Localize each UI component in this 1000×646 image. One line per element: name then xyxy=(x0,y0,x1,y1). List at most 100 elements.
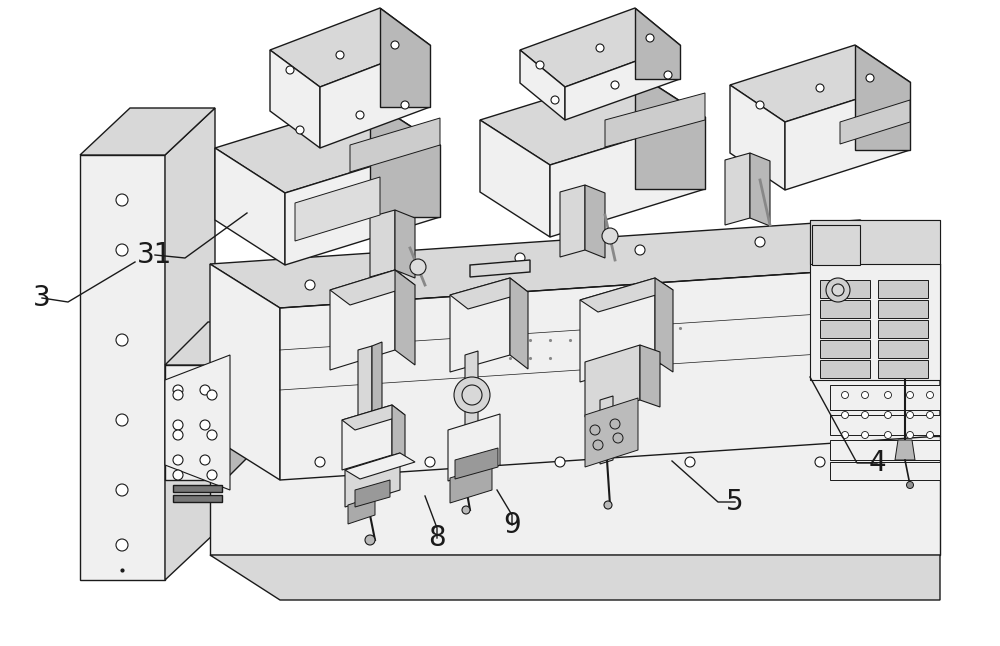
Circle shape xyxy=(613,433,623,443)
Polygon shape xyxy=(448,414,500,481)
Circle shape xyxy=(116,414,128,426)
Polygon shape xyxy=(225,322,268,480)
Circle shape xyxy=(604,501,612,509)
Circle shape xyxy=(173,455,183,465)
Polygon shape xyxy=(330,270,415,305)
Circle shape xyxy=(926,432,934,439)
Circle shape xyxy=(200,420,210,430)
Polygon shape xyxy=(550,117,705,237)
Polygon shape xyxy=(878,300,928,318)
Polygon shape xyxy=(830,415,940,435)
Polygon shape xyxy=(395,270,415,365)
Circle shape xyxy=(845,231,855,241)
Polygon shape xyxy=(342,405,405,430)
Polygon shape xyxy=(173,485,222,492)
Circle shape xyxy=(410,259,426,275)
Polygon shape xyxy=(280,264,940,480)
Text: 5: 5 xyxy=(726,488,744,516)
Circle shape xyxy=(866,74,874,82)
Polygon shape xyxy=(210,264,280,480)
Polygon shape xyxy=(480,72,705,165)
Polygon shape xyxy=(820,340,870,358)
Polygon shape xyxy=(585,185,605,258)
Polygon shape xyxy=(830,440,940,460)
Polygon shape xyxy=(470,260,530,277)
Polygon shape xyxy=(342,405,392,470)
Circle shape xyxy=(590,425,600,435)
Polygon shape xyxy=(840,100,910,144)
Polygon shape xyxy=(450,278,528,309)
Circle shape xyxy=(391,41,399,49)
Polygon shape xyxy=(730,85,785,190)
Polygon shape xyxy=(348,496,375,524)
Polygon shape xyxy=(565,45,680,120)
Circle shape xyxy=(200,455,210,465)
Circle shape xyxy=(596,44,604,52)
Circle shape xyxy=(815,457,825,467)
Polygon shape xyxy=(580,278,655,382)
Circle shape xyxy=(593,440,603,450)
Polygon shape xyxy=(580,278,673,312)
Polygon shape xyxy=(785,82,910,190)
Polygon shape xyxy=(270,8,430,87)
Polygon shape xyxy=(355,480,390,507)
Polygon shape xyxy=(270,50,320,148)
Circle shape xyxy=(207,470,217,480)
Polygon shape xyxy=(165,365,225,480)
Circle shape xyxy=(885,432,892,439)
Circle shape xyxy=(885,391,892,399)
Circle shape xyxy=(862,391,868,399)
Circle shape xyxy=(646,34,654,42)
Text: 4: 4 xyxy=(868,449,886,477)
Polygon shape xyxy=(730,45,910,122)
Polygon shape xyxy=(285,145,440,265)
Circle shape xyxy=(635,245,645,255)
Polygon shape xyxy=(345,453,415,479)
Circle shape xyxy=(756,101,764,109)
Polygon shape xyxy=(635,8,680,79)
Circle shape xyxy=(207,390,217,400)
Polygon shape xyxy=(215,148,285,265)
Polygon shape xyxy=(165,355,230,490)
Polygon shape xyxy=(820,360,870,378)
Polygon shape xyxy=(370,100,440,217)
Polygon shape xyxy=(878,340,928,358)
Polygon shape xyxy=(455,448,498,479)
Polygon shape xyxy=(635,72,705,189)
Circle shape xyxy=(365,535,375,545)
Polygon shape xyxy=(830,385,940,410)
Circle shape xyxy=(462,506,470,514)
Circle shape xyxy=(200,385,210,395)
Polygon shape xyxy=(725,153,750,225)
Polygon shape xyxy=(520,50,565,120)
Circle shape xyxy=(356,111,364,119)
Polygon shape xyxy=(810,220,940,264)
Circle shape xyxy=(173,390,183,400)
Circle shape xyxy=(832,284,844,296)
Circle shape xyxy=(755,237,765,247)
Circle shape xyxy=(906,432,914,439)
Polygon shape xyxy=(560,185,585,257)
Circle shape xyxy=(842,412,848,419)
Circle shape xyxy=(395,263,405,273)
Text: 31: 31 xyxy=(137,241,173,269)
Polygon shape xyxy=(820,280,870,298)
Circle shape xyxy=(116,484,128,496)
Polygon shape xyxy=(210,555,940,600)
Circle shape xyxy=(906,391,914,399)
Circle shape xyxy=(173,385,183,395)
Polygon shape xyxy=(358,346,372,424)
Polygon shape xyxy=(380,8,430,107)
Polygon shape xyxy=(878,360,928,378)
Circle shape xyxy=(401,101,409,109)
Polygon shape xyxy=(372,342,382,420)
Circle shape xyxy=(664,71,672,79)
Polygon shape xyxy=(165,322,268,365)
Circle shape xyxy=(551,96,559,104)
Polygon shape xyxy=(392,405,405,465)
Polygon shape xyxy=(465,351,478,434)
Circle shape xyxy=(862,412,868,419)
Polygon shape xyxy=(820,320,870,338)
Polygon shape xyxy=(860,220,940,436)
Polygon shape xyxy=(165,108,215,580)
